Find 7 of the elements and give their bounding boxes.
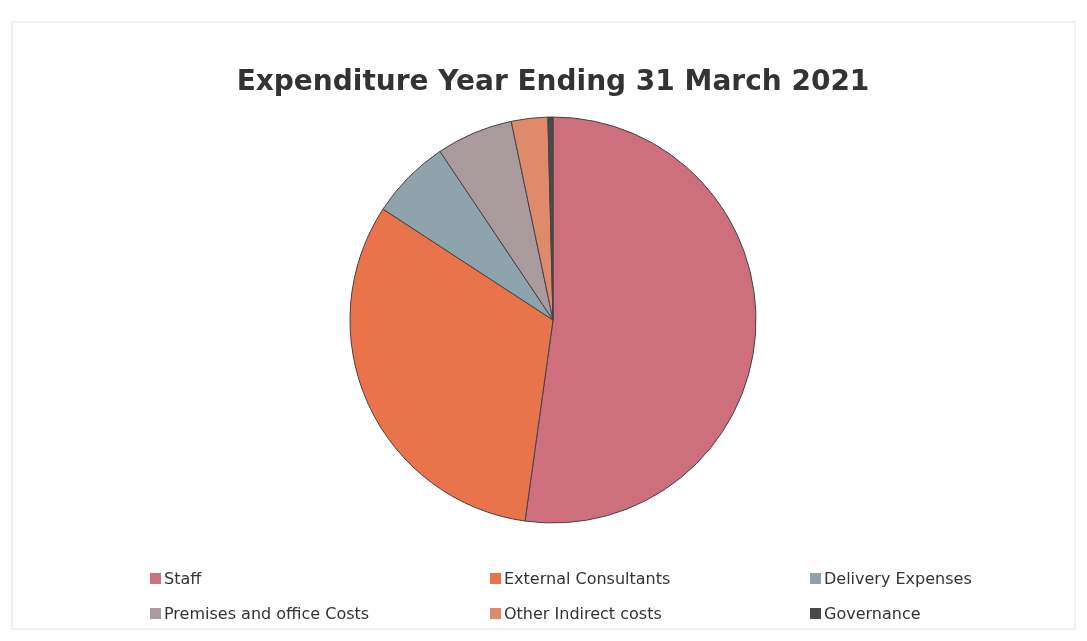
legend-label: Governance [824, 604, 921, 623]
legend-label: Other Indirect costs [504, 604, 662, 623]
legend-label: Staff [164, 569, 203, 588]
legend-label: Premises and office Costs [164, 604, 370, 623]
chart-title: Expenditure Year Ending 31 March 2021 [236, 64, 870, 97]
legend-label: External Consultants [504, 569, 671, 588]
legend-label: Delivery Expenses [824, 569, 972, 588]
